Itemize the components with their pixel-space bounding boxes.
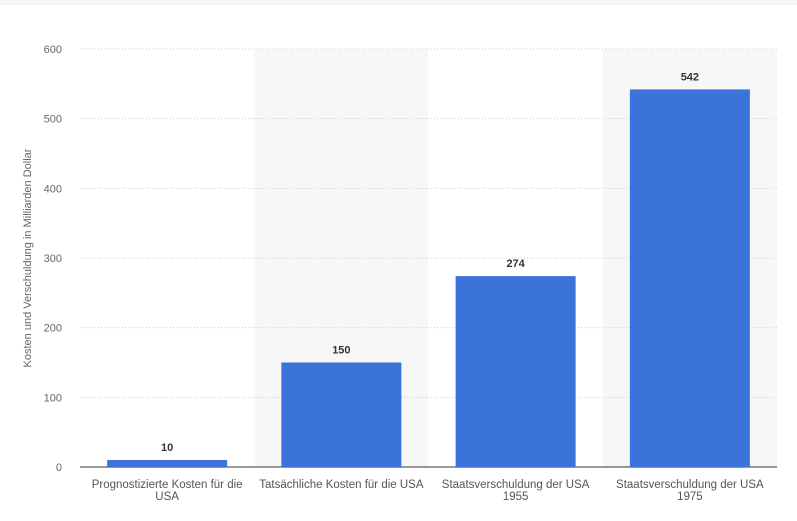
- bar: [107, 460, 228, 467]
- y-tick-label: 100: [44, 392, 62, 404]
- x-tick-label: Staatsverschuldung der USA 1975: [616, 479, 764, 503]
- y-axis-label: Kosten und Verschuldung in Milliarden Do…: [22, 148, 34, 367]
- bar: [281, 362, 402, 467]
- y-tick-label: 300: [44, 253, 62, 265]
- x-tick-label: Prognostizierte Kosten für die USA: [91, 479, 243, 503]
- x-tick-label: Tatsächliche Kosten für die USA: [259, 479, 424, 491]
- y-tick-label: 600: [44, 44, 62, 56]
- y-tick-label: 0: [56, 462, 62, 474]
- bar: [455, 276, 576, 467]
- value-label: 150: [332, 345, 350, 357]
- bar: [629, 89, 750, 467]
- top-strip: [0, 0, 797, 5]
- y-tick-label: 400: [44, 183, 62, 195]
- y-tick-label: 500: [44, 114, 62, 126]
- y-tick-label: 200: [44, 323, 62, 335]
- value-label: 542: [681, 71, 699, 83]
- value-label: 10: [161, 442, 173, 454]
- x-tick-label: Staatsverschuldung der USA 1955: [441, 479, 590, 503]
- value-label: 274: [506, 258, 525, 270]
